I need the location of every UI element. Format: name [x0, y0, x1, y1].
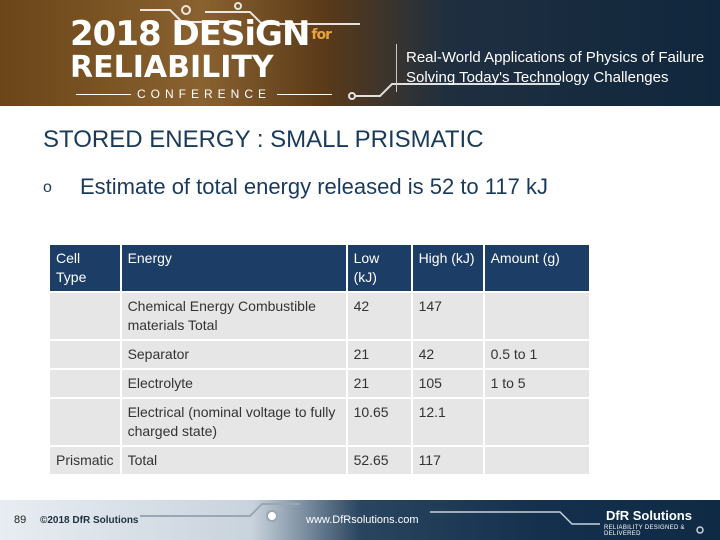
- logo-reliability: RELIABILITY: [70, 50, 274, 85]
- logo-conference-text: CONFERENCE: [137, 87, 272, 101]
- energy-table: Cell Type Energy Low (kJ) High (kJ) Amou…: [48, 243, 591, 476]
- table-cell: 0.5 to 1: [482, 339, 591, 370]
- slide-number: 89: [14, 514, 27, 526]
- logo-rule-right: [277, 93, 333, 95]
- copyright-text: ©2018 DfR Solutions: [40, 515, 139, 526]
- table-cell: Prismatic: [48, 445, 122, 476]
- header-amount: Amount (g): [482, 243, 591, 293]
- table-cell: Chemical Energy Combustible materials To…: [119, 291, 348, 341]
- slide-title: STORED ENERGY : SMALL PRISMATIC: [43, 126, 484, 153]
- header-high: High (kJ): [410, 243, 485, 293]
- table-cell: Separator: [119, 339, 348, 370]
- table-row: Separator 21 42 0.5 to 1: [48, 339, 591, 370]
- header-low: Low (kJ): [345, 243, 413, 293]
- table-row: Chemical Energy Combustible materials To…: [48, 291, 591, 341]
- tagline-line1: Real-World Applications of Physics of Fa…: [406, 49, 705, 66]
- table-cell: 42: [410, 339, 485, 370]
- table-cell: [48, 339, 122, 370]
- logo-line1: 2018 DESiGN: [70, 14, 310, 54]
- table-cell: 21: [345, 368, 413, 399]
- table-cell: Electrolyte: [119, 368, 348, 399]
- conference-banner: 2018 DESiGN for RELIABILITY CONFERENCE Re…: [0, 0, 720, 106]
- table-cell: [48, 291, 122, 341]
- table-header-row: Cell Type Energy Low (kJ) High (kJ) Amou…: [48, 243, 591, 293]
- bullet-marker: o: [43, 179, 52, 197]
- logo-rule-left: [76, 93, 131, 95]
- table-row: Electrical (nominal voltage to fully cha…: [48, 397, 591, 447]
- table-cell: Electrical (nominal voltage to fully cha…: [119, 397, 348, 447]
- table-cell: [48, 397, 122, 447]
- logo-for: for: [311, 27, 332, 43]
- table-cell: [48, 368, 122, 399]
- header-energy: Energy: [119, 243, 348, 293]
- table-row: Prismatic Total 52.65 117: [48, 445, 591, 476]
- table-cell: 147: [410, 291, 485, 341]
- footer-circuit-decoration: [140, 503, 704, 534]
- bullet-item: o Estimate of total energy released is 52…: [43, 174, 548, 200]
- table-cell: 52.65: [345, 445, 413, 476]
- table-cell: [482, 397, 591, 447]
- tagline-divider: [396, 44, 397, 92]
- logo-conference: CONFERENCE: [70, 86, 338, 102]
- table-cell: 10.65: [345, 397, 413, 447]
- table-cell: 21: [345, 339, 413, 370]
- conference-tagline: Real-World Applications of Physics of Fa…: [406, 48, 716, 88]
- header-cell-type: Cell Type: [48, 243, 122, 293]
- table-cell: 105: [410, 368, 485, 399]
- table-cell: Total: [119, 445, 348, 476]
- tagline-line2: Solving Today's Technology Challenges: [406, 69, 669, 86]
- table-cell: 117: [410, 445, 485, 476]
- table-cell: 42: [345, 291, 413, 341]
- dfr-logo-tagline: RELIABILITY DESIGNED & DELIVERED: [604, 525, 685, 537]
- logo-year-design: 2018 DESiGN for: [70, 14, 332, 59]
- dfr-logo: DfR Solutions: [606, 508, 692, 523]
- table-cell: [482, 445, 591, 476]
- table-row: Electrolyte 21 105 1 to 5: [48, 368, 591, 399]
- circuit-decoration: [140, 2, 560, 100]
- bullet-text: Estimate of total energy released is 52 …: [80, 174, 548, 199]
- website-link[interactable]: www.DfRsolutions.com: [306, 514, 419, 526]
- table-cell: 12.1: [410, 397, 485, 447]
- slide-footer: 89 ©2018 DfR Solutions www.DfRsolutions.…: [0, 500, 720, 540]
- table-cell: [482, 291, 591, 341]
- table-cell: 1 to 5: [482, 368, 591, 399]
